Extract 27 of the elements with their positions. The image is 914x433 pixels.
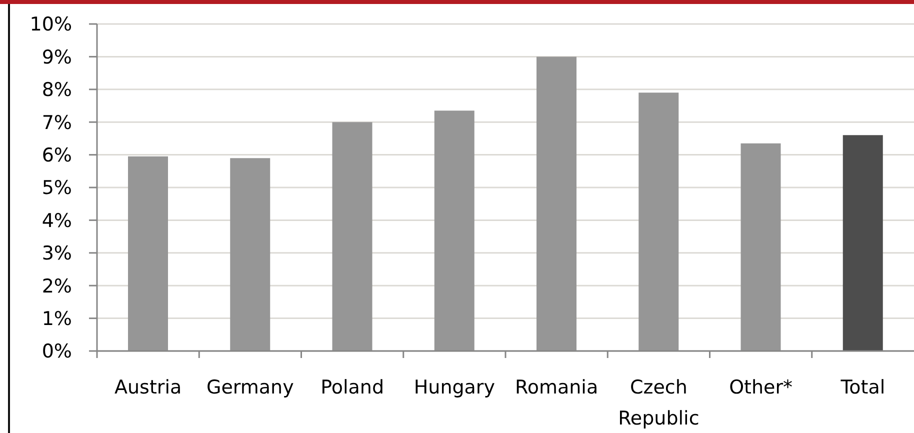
- y-tick-label: 10%: [30, 14, 72, 36]
- x-tick-label: Romania: [515, 376, 598, 398]
- y-tick-label: 5%: [42, 177, 72, 200]
- y-tick-label: 8%: [42, 79, 72, 102]
- x-tick-label: Czech Republic: [618, 376, 700, 430]
- y-tick-label: 9%: [42, 46, 72, 68]
- y-tick-label: 7%: [42, 112, 72, 134]
- y-tick-label: 3%: [42, 242, 72, 265]
- bar: [842, 135, 883, 351]
- bar: [740, 143, 781, 351]
- bar: [332, 122, 372, 351]
- x-tick-label: Poland: [320, 376, 384, 398]
- x-tick-label: Total: [840, 376, 886, 398]
- y-tick-label: 2%: [42, 275, 72, 298]
- y-tick-label: 4%: [42, 210, 72, 232]
- bar: [128, 156, 168, 351]
- bar: [230, 158, 270, 351]
- x-tick-label: Germany: [206, 376, 294, 398]
- y-tick-label: 1%: [42, 308, 72, 330]
- bar: [638, 92, 679, 351]
- bar: [536, 56, 576, 351]
- x-tick-label: Austria: [114, 376, 182, 398]
- y-tick-label: 6%: [42, 144, 72, 167]
- bar: [434, 110, 474, 351]
- x-tick-label: Other*: [729, 376, 793, 398]
- y-tick-label: 0%: [42, 340, 72, 363]
- x-tick-label: Hungary: [414, 376, 496, 398]
